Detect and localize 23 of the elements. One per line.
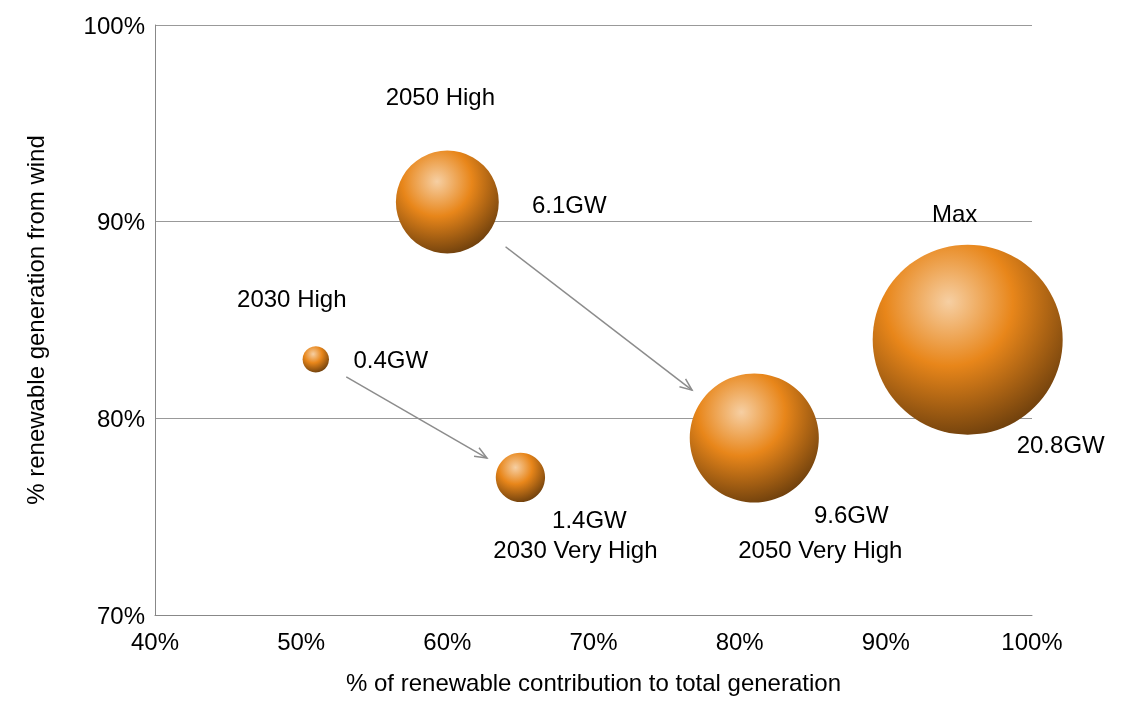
data-label: 1.4GW (552, 505, 628, 533)
x-tick-label: 50% (277, 627, 326, 655)
annotation: Max (932, 200, 978, 228)
x-tick-label: 90% (861, 627, 910, 655)
y-tick-label: 100% (83, 11, 145, 39)
x-tick-label: 60% (423, 627, 472, 655)
annotation: 2050 Very High (738, 535, 903, 563)
x-axis-title: % of renewable contribution to total generation (346, 668, 841, 696)
annotation: 2030 High (237, 284, 347, 312)
data-label: 20.8GW (1016, 431, 1106, 459)
data-label: 0.4GW (353, 345, 429, 373)
annotation: 2030 Very High (493, 535, 658, 563)
y-axis-title: % renewable generation from wind (21, 135, 49, 505)
y-tick-label: 70% (96, 601, 145, 629)
x-tick-label: 70% (569, 627, 618, 655)
data-label: 6.1GW (531, 190, 608, 218)
x-tick-label: 100% (1001, 627, 1063, 655)
data-label: 9.6GW (813, 500, 889, 528)
y-tick-label: 90% (96, 208, 145, 236)
annotation: 2050 High (385, 82, 496, 110)
x-tick-label: 80% (715, 627, 764, 655)
x-tick-label: 40% (130, 627, 180, 655)
y-tick-label: 80% (96, 404, 145, 432)
